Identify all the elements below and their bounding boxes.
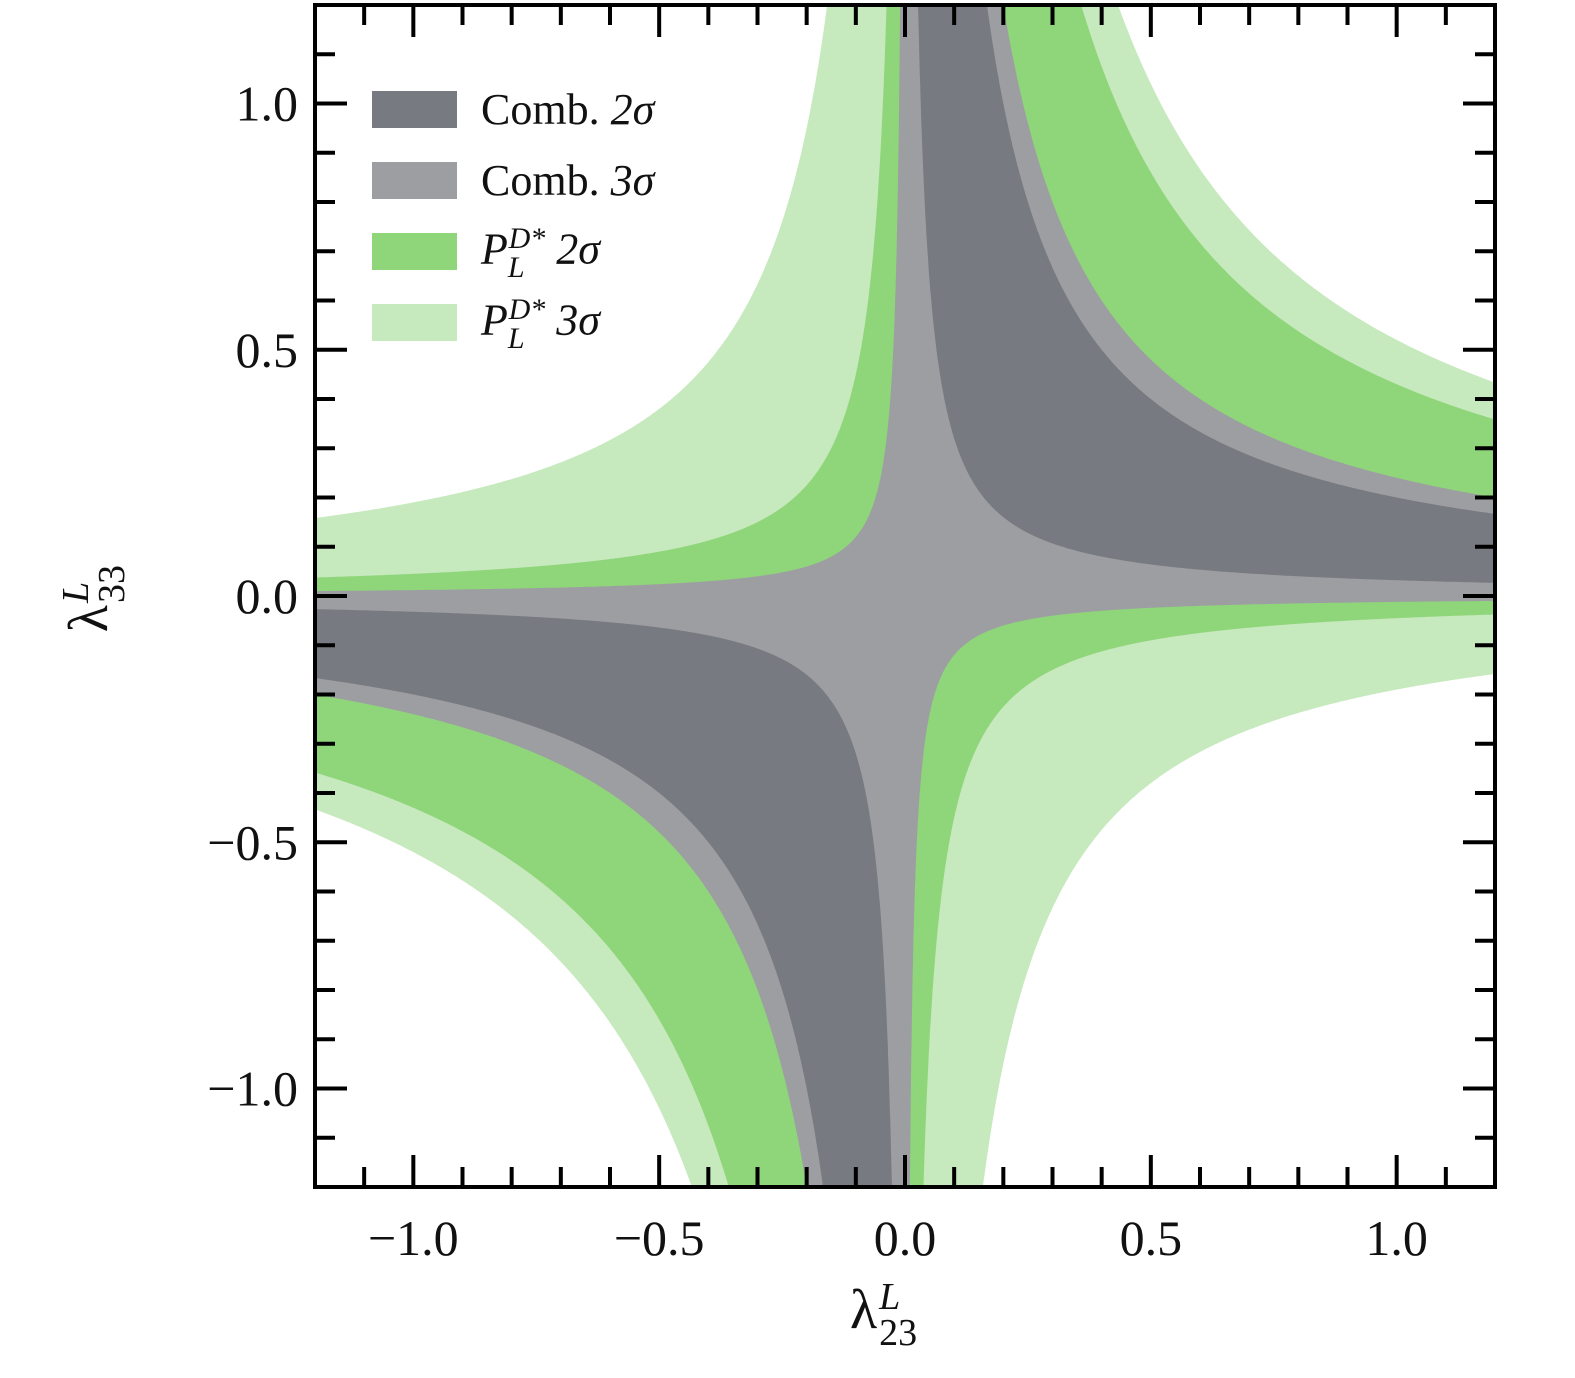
legend-label-prefix: Comb.	[481, 84, 600, 134]
legend-item-pl-2sigma: PLD* 2σ	[372, 216, 654, 287]
legend-label-sub: L	[507, 322, 525, 356]
legend-label-symbol: P	[481, 224, 508, 274]
x-axis-symbol: λ	[850, 1279, 878, 1341]
legend-label-level: 3σ	[610, 155, 655, 205]
ticks-layer	[315, 5, 1495, 1187]
x-tick-label: −0.5	[614, 1210, 705, 1266]
y-axis-symbol: λ	[57, 605, 120, 633]
region-Comb_2sigma-left	[315, 609, 905, 1187]
y-tick-label: 0.5	[236, 322, 299, 378]
legend-label-level: 2σ	[556, 224, 600, 274]
legend-swatch-pl-2sigma	[372, 233, 457, 270]
legend-item-comb-3sigma: Comb. 3σ	[372, 145, 654, 216]
region-Comb_2sigma-right	[905, 5, 1495, 583]
y-tick-label: −0.5	[207, 814, 298, 870]
x-tick-label: 0.5	[1120, 1210, 1183, 1266]
y-axis-sup: L	[55, 581, 98, 604]
x-axis-label: λ L 23	[850, 1276, 918, 1355]
y-axis-sub: 33	[91, 565, 134, 604]
y-tick-label: 1.0	[236, 76, 299, 132]
legend-swatch-comb-2sigma	[372, 91, 457, 128]
x-tick-label: −1.0	[368, 1210, 459, 1266]
legend-swatch-pl-3sigma	[372, 304, 457, 341]
legend-label-level: 3σ	[556, 295, 600, 345]
legend-item-comb-2sigma: Comb. 2σ	[372, 74, 654, 145]
x-tick-label: 1.0	[1365, 1210, 1428, 1266]
legend-label-sup: D*	[508, 292, 546, 326]
legend-label-level: 2σ	[610, 84, 655, 134]
legend-item-pl-3sigma: PLD* 3σ	[372, 287, 654, 358]
legend-label-prefix: Comb.	[481, 155, 600, 205]
x-axis-sup: L	[879, 1276, 901, 1319]
y-tick-label: −1.0	[207, 1061, 298, 1117]
legend-swatch-comb-3sigma	[372, 162, 457, 199]
legend-label-symbol: P	[481, 295, 508, 345]
tick-labels-layer: −1.0 −0.5 0.0 0.5 1.0 −1.0 −0.5 0.0 0.5 1.0	[207, 76, 1428, 1267]
regions-layer	[315, 5, 1495, 1187]
x-tick-label: 0.0	[874, 1210, 937, 1266]
legend-label-sub: L	[507, 251, 525, 285]
plot-frame	[313, 3, 1497, 1189]
legend-label-sup: D*	[508, 221, 546, 255]
legend: Comb. 2σ Comb. 3σ PLD* 2σ PLD* 3σ	[372, 74, 654, 358]
y-axis-label: λ L 33	[55, 565, 134, 633]
y-tick-label: 0.0	[236, 568, 299, 624]
x-axis-sub: 23	[879, 1312, 918, 1355]
